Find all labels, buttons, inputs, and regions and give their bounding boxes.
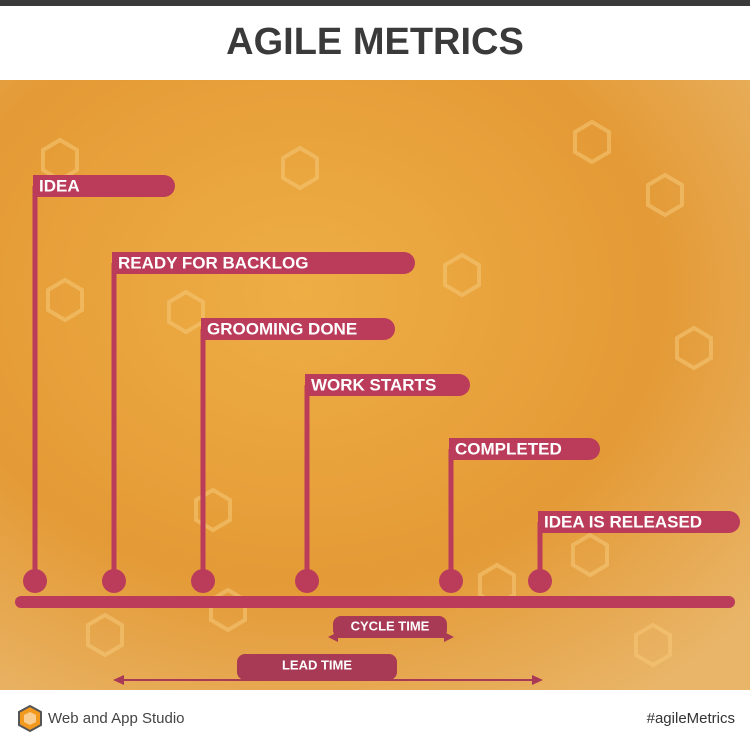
title: AGILE METRICS <box>226 21 524 63</box>
milestone-label: COMPLETED <box>455 439 562 458</box>
stem <box>111 263 117 581</box>
label-bar <box>538 511 740 533</box>
milestone-label: READY FOR BACKLOG <box>118 253 308 272</box>
stem <box>304 385 310 581</box>
milestone-label: WORK STARTS <box>311 375 436 394</box>
hashtag: #agileMetrics <box>647 710 735 727</box>
milestone-dot <box>295 569 319 593</box>
label-bar <box>449 438 600 460</box>
footer <box>0 690 750 750</box>
top-strip <box>0 0 750 6</box>
milestone-label: IDEA <box>39 176 80 195</box>
stem <box>448 449 454 581</box>
logo <box>18 704 42 733</box>
stem <box>200 329 206 581</box>
milestone-label: GROOMING DONE <box>207 319 357 338</box>
milestone-dot <box>191 569 215 593</box>
stem <box>32 186 38 581</box>
span-label: LEAD TIME <box>282 657 352 672</box>
milestones: IDEA READY FOR BACKLOG GROOMING DONE WORK S… <box>23 175 740 593</box>
milestone-dot <box>528 569 552 593</box>
milestone-dot <box>23 569 47 593</box>
span-label: CYCLE TIME <box>351 618 430 633</box>
label-bar <box>112 252 415 274</box>
milestone-dot <box>102 569 126 593</box>
milestone-label: IDEA IS RELEASED <box>544 512 702 531</box>
brand: Web and App Studio <box>48 710 185 727</box>
label-bar <box>33 175 175 197</box>
timeline <box>15 596 735 608</box>
label-bar <box>201 318 395 340</box>
cycle-time: CYCLE TIME <box>328 616 454 642</box>
stem <box>537 522 543 581</box>
milestone-dot <box>439 569 463 593</box>
label-bar <box>305 374 470 396</box>
header <box>0 6 750 80</box>
lead-time: LEAD TIME <box>113 654 543 685</box>
